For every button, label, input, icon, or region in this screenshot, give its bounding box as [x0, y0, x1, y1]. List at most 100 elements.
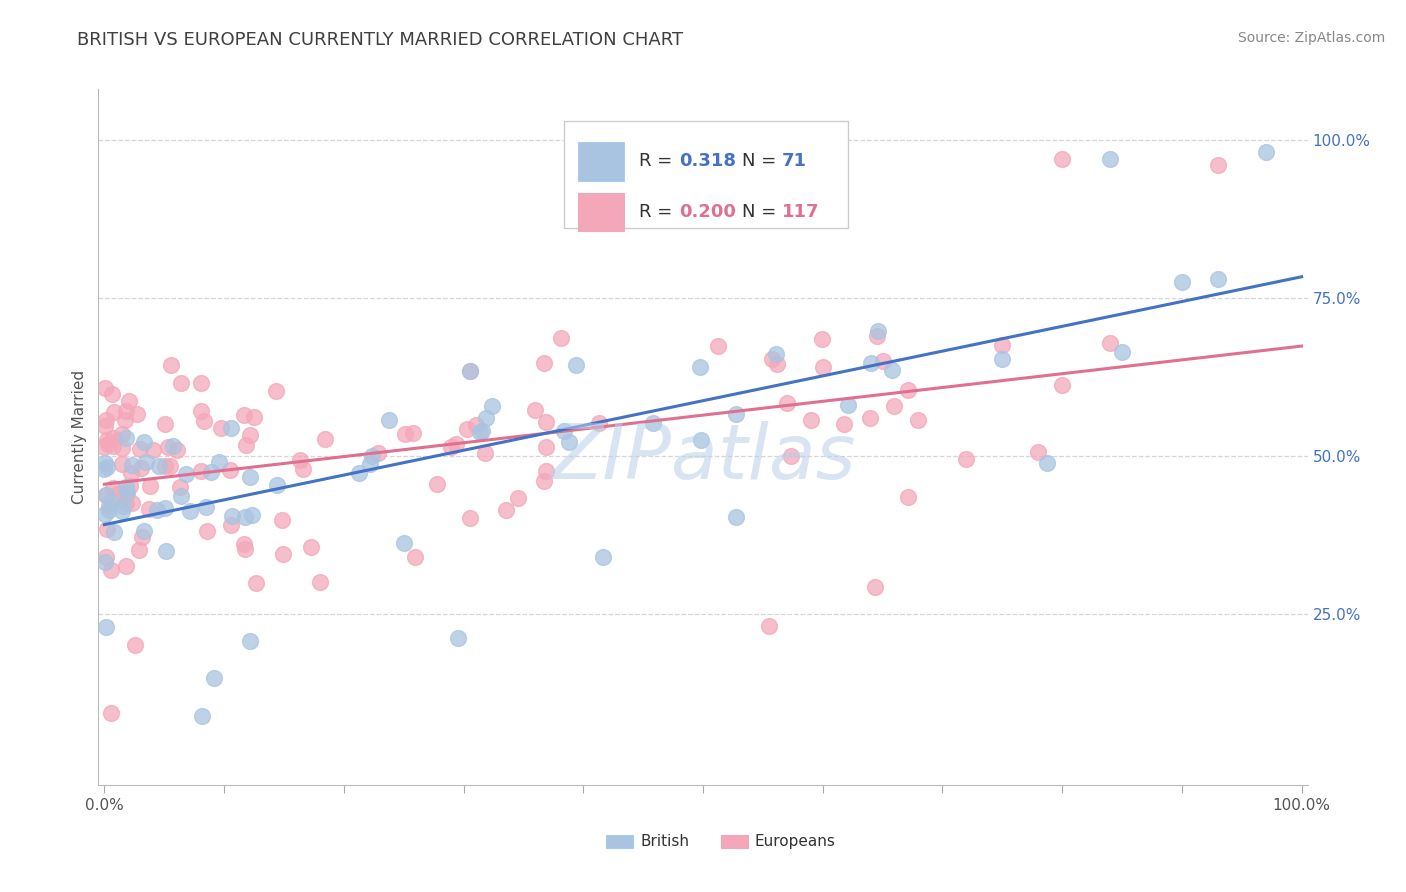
- Point: [103, 439, 125, 453]
- Point: [534, 440, 557, 454]
- Point: [114, 480, 136, 494]
- Point: [98, 500, 121, 514]
- Point: [135, 455, 157, 469]
- Point: [271, 513, 294, 527]
- Point: [1206, 158, 1229, 172]
- Point: [897, 383, 920, 397]
- Point: [155, 544, 177, 558]
- Point: [243, 409, 266, 424]
- Point: [402, 425, 425, 440]
- Point: [100, 563, 122, 577]
- Point: [565, 358, 588, 372]
- Point: [93, 419, 115, 434]
- Point: [93, 556, 115, 570]
- Point: [558, 435, 581, 450]
- Point: [142, 442, 165, 457]
- Point: [233, 408, 256, 422]
- Point: [266, 477, 288, 491]
- Point: [93, 461, 115, 475]
- Point: [882, 363, 904, 377]
- Point: [120, 466, 142, 480]
- Point: [897, 491, 920, 505]
- Text: R =: R =: [638, 203, 678, 221]
- Text: BRITISH VS EUROPEAN CURRENTLY MARRIED CORRELATION CHART: BRITISH VS EUROPEAN CURRENTLY MARRIED CO…: [77, 31, 683, 49]
- Point: [160, 358, 183, 372]
- FancyBboxPatch shape: [578, 193, 624, 231]
- Point: [101, 481, 124, 495]
- Point: [101, 431, 124, 445]
- Point: [239, 634, 262, 648]
- Point: [1171, 275, 1194, 289]
- Point: [240, 508, 263, 523]
- Point: [533, 356, 555, 370]
- Point: [96, 522, 118, 536]
- Point: [221, 508, 243, 523]
- Point: [758, 619, 780, 633]
- Point: [134, 434, 156, 449]
- Point: [641, 416, 664, 430]
- Point: [725, 407, 748, 421]
- Point: [162, 439, 184, 453]
- Point: [100, 495, 122, 509]
- Point: [125, 407, 148, 421]
- Point: [111, 499, 134, 513]
- Point: [115, 431, 138, 445]
- Point: [174, 467, 197, 481]
- Point: [156, 441, 179, 455]
- Text: ZIPatlas: ZIPatlas: [550, 421, 856, 495]
- Point: [404, 550, 426, 565]
- Point: [553, 424, 575, 438]
- Point: [170, 489, 193, 503]
- Point: [118, 394, 141, 409]
- Point: [288, 452, 311, 467]
- Point: [761, 351, 783, 366]
- Point: [111, 441, 134, 455]
- Point: [97, 503, 120, 517]
- Point: [495, 502, 517, 516]
- Point: [481, 399, 503, 413]
- Text: Source: ZipAtlas.com: Source: ZipAtlas.com: [1237, 31, 1385, 45]
- Point: [93, 381, 115, 395]
- FancyBboxPatch shape: [564, 120, 848, 228]
- Text: R =: R =: [638, 153, 678, 170]
- Point: [103, 525, 125, 540]
- Point: [121, 496, 143, 510]
- Point: [534, 415, 557, 429]
- Point: [94, 456, 117, 470]
- Point: [883, 399, 905, 413]
- Point: [301, 540, 323, 554]
- Point: [508, 491, 530, 505]
- Point: [359, 457, 381, 471]
- Point: [447, 631, 470, 645]
- Point: [347, 466, 370, 480]
- Text: 117: 117: [782, 203, 820, 221]
- Point: [444, 437, 467, 451]
- Point: [97, 437, 120, 451]
- FancyBboxPatch shape: [606, 835, 633, 847]
- Point: [115, 558, 138, 573]
- Point: [440, 440, 463, 454]
- Point: [264, 384, 287, 399]
- Point: [138, 502, 160, 516]
- Text: British: British: [640, 834, 689, 849]
- Point: [1026, 445, 1049, 459]
- Point: [872, 353, 894, 368]
- Point: [114, 413, 136, 427]
- Point: [101, 386, 124, 401]
- Point: [859, 410, 882, 425]
- Text: 0.318: 0.318: [679, 153, 735, 170]
- Point: [1050, 377, 1073, 392]
- Point: [169, 480, 191, 494]
- Point: [458, 511, 481, 525]
- Text: N =: N =: [742, 203, 782, 221]
- Point: [120, 479, 142, 493]
- Point: [93, 508, 115, 522]
- Y-axis label: Currently Married: Currently Married: [72, 370, 87, 504]
- Point: [776, 395, 799, 409]
- Text: N =: N =: [742, 153, 782, 170]
- Point: [907, 413, 929, 427]
- Point: [195, 524, 218, 539]
- Point: [121, 458, 143, 472]
- Point: [550, 331, 572, 345]
- Point: [588, 416, 610, 430]
